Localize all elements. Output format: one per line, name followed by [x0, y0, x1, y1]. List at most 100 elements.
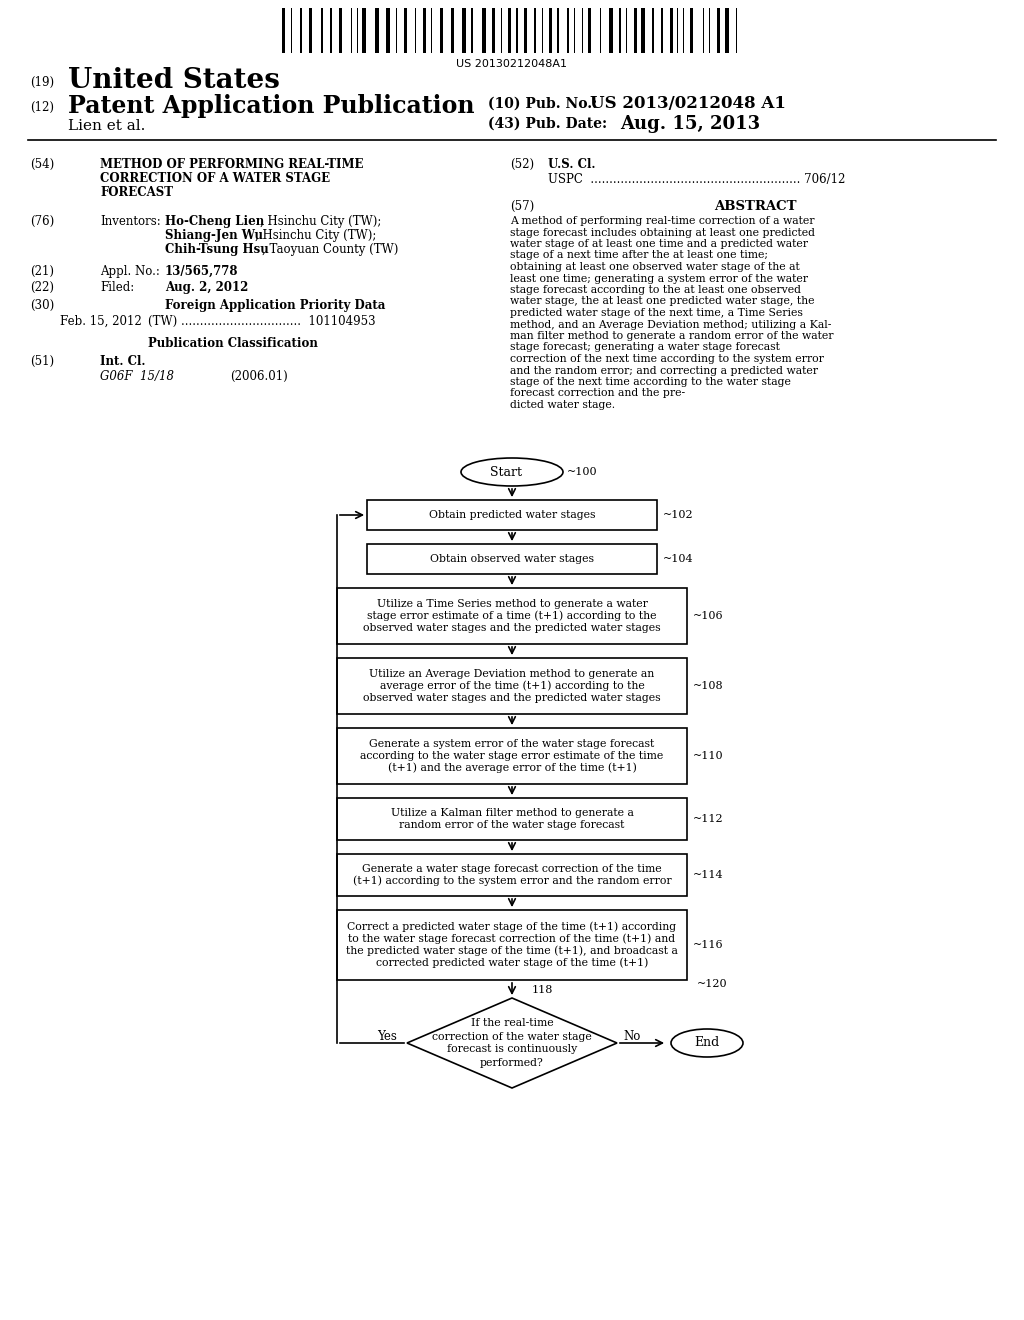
Bar: [717, 8, 720, 53]
Bar: [462, 8, 466, 53]
Text: ~120: ~120: [697, 979, 728, 989]
Text: U.S. Cl.: U.S. Cl.: [548, 158, 596, 172]
Bar: [386, 8, 390, 53]
Bar: [330, 8, 332, 53]
Text: , Hsinchu City (TW);: , Hsinchu City (TW);: [255, 228, 377, 242]
Text: Aug. 2, 2012: Aug. 2, 2012: [165, 281, 249, 294]
Text: observed water stages and the predicted water stages: observed water stages and the predicted …: [364, 693, 660, 704]
Text: method, and an Average Deviation method; utilizing a Kal-: method, and an Average Deviation method;…: [510, 319, 831, 330]
Text: observed water stages and the predicted water stages: observed water stages and the predicted …: [364, 623, 660, 634]
Text: according to the water stage error estimate of the time: according to the water stage error estim…: [360, 751, 664, 762]
Text: If the real-time: If the real-time: [471, 1019, 553, 1028]
Text: ~106: ~106: [693, 611, 724, 620]
Text: (t+1) according to the system error and the random error: (t+1) according to the system error and …: [352, 875, 672, 886]
Text: ABSTRACT: ABSTRACT: [714, 201, 797, 213]
Text: Obtain observed water stages: Obtain observed water stages: [430, 554, 594, 564]
Text: Chih-Tsung Hsu: Chih-Tsung Hsu: [165, 243, 268, 256]
Text: A method of performing real-time correction of a water: A method of performing real-time correct…: [510, 216, 814, 226]
Text: USPC  ........................................................ 706/12: USPC ...................................…: [548, 173, 846, 186]
Bar: [321, 8, 323, 53]
Text: stage forecast includes obtaining at least one predicted: stage forecast includes obtaining at lea…: [510, 227, 815, 238]
Text: predicted water stage of the next time, a Time Series: predicted water stage of the next time, …: [510, 308, 803, 318]
Text: (51): (51): [30, 355, 54, 368]
Text: and the random error; and correcting a predicted water: and the random error; and correcting a p…: [510, 366, 818, 375]
Bar: [492, 8, 495, 53]
Text: Publication Classification: Publication Classification: [148, 337, 317, 350]
Text: (76): (76): [30, 215, 54, 228]
Text: (30): (30): [30, 300, 54, 312]
Bar: [337, 587, 687, 644]
Text: (52): (52): [510, 158, 535, 172]
Bar: [282, 8, 285, 53]
Text: ~104: ~104: [663, 554, 693, 564]
Text: ~102: ~102: [663, 510, 693, 520]
Text: , Hsinchu City (TW);: , Hsinchu City (TW);: [260, 215, 381, 228]
Bar: [367, 500, 657, 531]
Text: stage of the next time according to the water stage: stage of the next time according to the …: [510, 378, 791, 387]
Bar: [423, 8, 426, 53]
Bar: [588, 8, 591, 53]
Text: , Taoyuan County (TW): , Taoyuan County (TW): [262, 243, 398, 256]
Text: Int. Cl.: Int. Cl.: [100, 355, 145, 368]
Text: random error of the water stage forecast: random error of the water stage forecast: [399, 820, 625, 830]
Text: correction of the next time according to the system error: correction of the next time according to…: [510, 354, 824, 364]
Bar: [337, 854, 687, 896]
Text: Obtain predicted water stages: Obtain predicted water stages: [429, 510, 595, 520]
Text: average error of the time (t+1) according to the: average error of the time (t+1) accordin…: [380, 681, 644, 692]
Text: (54): (54): [30, 158, 54, 172]
Text: Inventors:: Inventors:: [100, 215, 161, 228]
Text: forecast is continuously: forecast is continuously: [446, 1044, 578, 1055]
Text: Shiang-Jen Wu: Shiang-Jen Wu: [165, 228, 263, 242]
Bar: [618, 8, 621, 53]
Bar: [557, 8, 559, 53]
Text: dicted water stage.: dicted water stage.: [510, 400, 615, 411]
Text: (57): (57): [510, 201, 535, 213]
Text: ~114: ~114: [693, 870, 724, 880]
Text: Yes: Yes: [377, 1031, 397, 1044]
Text: the predicted water stage of the time (t+1), and broadcast a: the predicted water stage of the time (t…: [346, 945, 678, 956]
Text: Utilize a Kalman filter method to generate a: Utilize a Kalman filter method to genera…: [390, 808, 634, 818]
Text: Lien et al.: Lien et al.: [68, 119, 145, 133]
Text: obtaining at least one observed water stage of the at: obtaining at least one observed water st…: [510, 261, 800, 272]
Bar: [725, 8, 729, 53]
Text: corrected predicted water stage of the time (t+1): corrected predicted water stage of the t…: [376, 958, 648, 969]
Text: (2006.01): (2006.01): [230, 370, 288, 383]
Text: Ho-Cheng Lien: Ho-Cheng Lien: [165, 215, 264, 228]
Text: No: No: [623, 1030, 640, 1043]
Bar: [549, 8, 552, 53]
Text: Start: Start: [490, 466, 522, 479]
Text: stage of a next time after the at least one time;: stage of a next time after the at least …: [510, 251, 768, 260]
Bar: [337, 657, 687, 714]
Ellipse shape: [671, 1030, 743, 1057]
Text: US 20130212048A1: US 20130212048A1: [457, 59, 567, 69]
Text: CORRECTION OF A WATER STAGE: CORRECTION OF A WATER STAGE: [100, 172, 330, 185]
Ellipse shape: [461, 458, 563, 486]
Text: least one time; generating a system error of the water: least one time; generating a system erro…: [510, 273, 808, 284]
Text: (19): (19): [30, 75, 54, 88]
Text: Correct a predicted water stage of the time (t+1) according: Correct a predicted water stage of the t…: [347, 921, 677, 932]
Bar: [609, 8, 613, 53]
Text: 118: 118: [532, 985, 553, 995]
Bar: [641, 8, 645, 53]
Bar: [482, 8, 486, 53]
Text: stage error estimate of a time (t+1) according to the: stage error estimate of a time (t+1) acc…: [368, 611, 656, 622]
Text: Feb. 15, 2012: Feb. 15, 2012: [60, 315, 141, 327]
Text: Aug. 15, 2013: Aug. 15, 2013: [620, 115, 760, 133]
Bar: [375, 8, 379, 53]
Bar: [690, 8, 693, 53]
Text: stage forecast; generating a water stage forecast: stage forecast; generating a water stage…: [510, 342, 780, 352]
Text: US 2013/0212048 A1: US 2013/0212048 A1: [590, 95, 785, 112]
Text: water stage, the at least one predicted water stage, the: water stage, the at least one predicted …: [510, 297, 814, 306]
Text: (43) Pub. Date:: (43) Pub. Date:: [488, 117, 607, 131]
Bar: [309, 8, 312, 53]
Text: (t+1) and the average error of the time (t+1): (t+1) and the average error of the time …: [387, 763, 637, 774]
Bar: [516, 8, 518, 53]
Bar: [404, 8, 407, 53]
Text: (TW) ................................  101104953: (TW) ................................ 10…: [148, 315, 376, 327]
Bar: [670, 8, 673, 53]
Bar: [508, 8, 511, 53]
Text: Generate a system error of the water stage forecast: Generate a system error of the water sta…: [370, 739, 654, 748]
Text: to the water stage forecast correction of the time (t+1) and: to the water stage forecast correction o…: [348, 933, 676, 944]
Text: ~116: ~116: [693, 940, 724, 950]
Text: stage forecast according to the at least one observed: stage forecast according to the at least…: [510, 285, 801, 294]
